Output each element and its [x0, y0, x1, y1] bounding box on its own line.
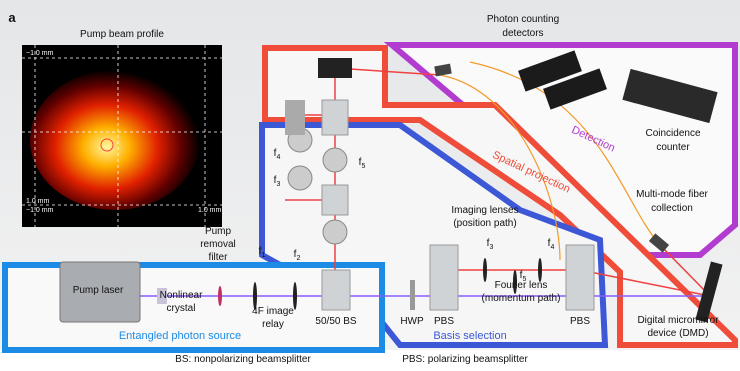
- label: HWP: [400, 316, 424, 327]
- lens-base: f: [259, 246, 262, 257]
- filter: [218, 286, 222, 306]
- fiber: [439, 74, 561, 261]
- axis-label: 1.0 mm: [26, 198, 50, 205]
- lens: [253, 282, 257, 310]
- detector: [518, 50, 582, 92]
- axis-label: −1.0 mm: [26, 207, 54, 214]
- lens-sub: 2: [296, 255, 300, 262]
- label: Digital micromirror: [637, 315, 719, 326]
- region-label: Basis selection: [433, 330, 506, 342]
- lens-sub: 3: [489, 244, 493, 251]
- projection-platform: [262, 45, 738, 348]
- label: Multi-mode fiber: [636, 189, 708, 200]
- crystal: [157, 288, 167, 304]
- beamsplitter: [321, 184, 349, 216]
- lens: [322, 147, 348, 173]
- label: Pump laser: [73, 285, 124, 296]
- label: collection: [651, 203, 693, 214]
- pump-laser: [59, 261, 141, 323]
- lens-base: f: [487, 238, 490, 249]
- crosshair: [22, 45, 222, 227]
- lens-label: f5: [359, 157, 366, 170]
- lens-label: f2: [294, 249, 301, 262]
- lens: [483, 258, 487, 282]
- label: (momentum path): [482, 293, 561, 304]
- lens-label: f3: [487, 238, 494, 251]
- axis-label: 1.0 mm: [198, 207, 222, 214]
- label: crystal: [167, 303, 196, 314]
- lens-base: f: [548, 238, 551, 249]
- beam-marker: [100, 138, 114, 152]
- region-label: Entangled photon source: [119, 330, 241, 342]
- collimator: [434, 63, 452, 77]
- collimator: [648, 233, 670, 253]
- label: filter: [209, 252, 229, 263]
- label: PBS: [434, 316, 454, 327]
- lens: [513, 270, 517, 294]
- lens: [538, 258, 542, 282]
- label: 50/50 BS: [315, 316, 356, 327]
- lens: [293, 282, 297, 310]
- hwp: [410, 280, 415, 310]
- lens-sub: 4: [276, 154, 280, 161]
- pbs: [429, 244, 459, 311]
- profile-title: Pump beam profile: [80, 29, 164, 40]
- label: relay: [262, 319, 284, 330]
- lens-label: f1: [259, 246, 266, 259]
- label: counter: [656, 142, 690, 153]
- axis-label: −1.0 mm: [26, 50, 54, 57]
- lens-base: f: [294, 249, 297, 260]
- lens-label: f3: [274, 175, 281, 188]
- legend-item: PBS: polarizing beamsplitter: [402, 354, 528, 365]
- counter: [622, 68, 718, 124]
- lens-base: f: [274, 175, 277, 186]
- label: Pump: [205, 226, 232, 237]
- detector: [543, 68, 607, 110]
- legend-item: BS: nonpolarizing beamsplitter: [175, 354, 311, 365]
- lens-label: f4: [274, 148, 281, 161]
- lens-base: f: [359, 157, 362, 168]
- label: 4F image: [252, 306, 294, 317]
- lens-label: f5: [520, 270, 527, 283]
- slm: [318, 58, 352, 78]
- caption-strip: [0, 350, 740, 371]
- lens-sub: 1: [261, 252, 265, 259]
- label: device (DMD): [647, 328, 708, 339]
- lens-sub: 5: [361, 163, 365, 170]
- lens-sub: 4: [550, 244, 554, 251]
- lens-base: f: [274, 148, 277, 159]
- label: removal: [200, 239, 236, 250]
- label: detectors: [502, 28, 543, 39]
- lens: [287, 165, 313, 191]
- label: Nonlinear: [160, 290, 203, 301]
- label: Imaging lenses: [451, 205, 518, 216]
- lens-sub: 3: [276, 181, 280, 188]
- beamsplitter: [321, 99, 349, 136]
- lens: [322, 219, 348, 245]
- lens-sub: 5: [522, 276, 526, 283]
- dmd: [695, 261, 723, 323]
- beamsplitter: [321, 269, 351, 311]
- beam-spot: [30, 70, 200, 210]
- pbs: [565, 244, 595, 311]
- label: (position path): [453, 218, 516, 229]
- panel-label: a: [8, 10, 16, 25]
- lens-base: f: [520, 270, 523, 281]
- lens-label: f4: [548, 238, 555, 251]
- mirror: [285, 100, 305, 135]
- label: PBS: [570, 316, 590, 327]
- fiber: [469, 61, 661, 246]
- label: Fourier lens: [495, 280, 548, 291]
- label: Photon counting: [487, 14, 559, 25]
- label: Coincidence: [645, 128, 700, 139]
